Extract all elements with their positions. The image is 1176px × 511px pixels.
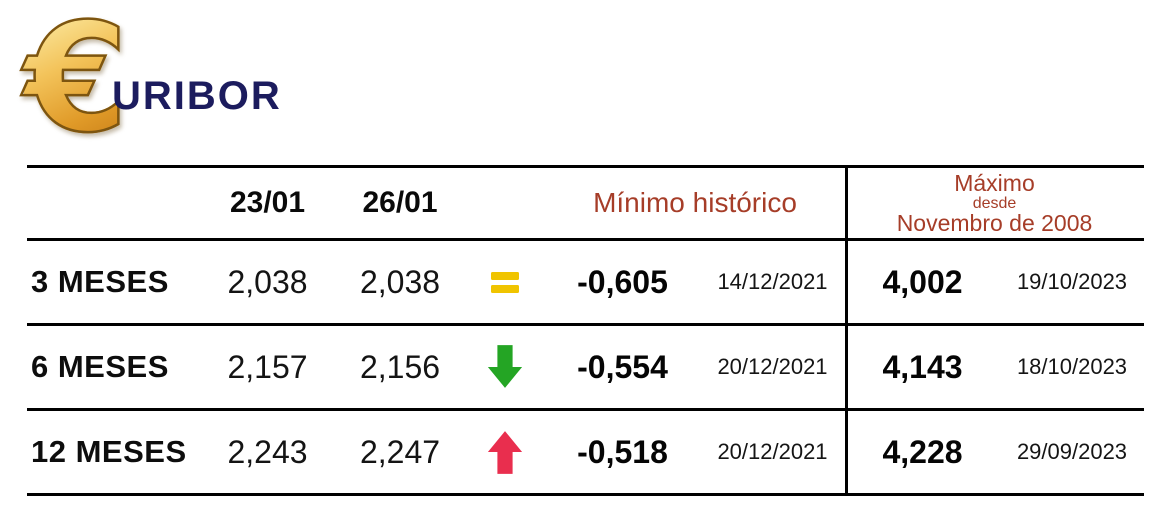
max-value: 4,002 <box>882 263 963 300</box>
rates-table: 23/01 26/01 Mínimo histórico Máximo desd… <box>27 165 1144 496</box>
trend-cell <box>465 269 545 295</box>
up-arrow-icon <box>487 431 523 474</box>
min-value: -0,605 <box>577 263 668 300</box>
rate-prev: 2,157 <box>227 348 308 385</box>
min-date: 20/12/2021 <box>717 354 828 379</box>
table-row-6-meses: 6 MESES 2,157 2,156 -0,554 20/12/2021 4,… <box>27 323 1144 408</box>
row-label: 6 MESES <box>31 349 169 384</box>
column-divider <box>845 168 848 493</box>
row-label: 3 MESES <box>31 264 169 299</box>
table-header-row: 23/01 26/01 Mínimo histórico Máximo desd… <box>27 168 1144 238</box>
brand-text: URIBOR <box>112 74 282 118</box>
rate-curr: 2,247 <box>359 433 441 470</box>
rate-curr: 2,156 <box>359 348 441 385</box>
max-value: 4,228 <box>882 433 963 470</box>
max-date: 18/10/2023 <box>1016 354 1128 379</box>
row-label: 12 MESES <box>31 434 187 469</box>
trend-cell <box>465 428 545 476</box>
down-arrow-icon <box>487 345 523 388</box>
euribor-logo: € URIBOR <box>0 0 420 165</box>
min-value: -0,518 <box>577 433 668 470</box>
euro-symbol-icon: € <box>23 0 130 166</box>
header-max-line1: Máximo <box>954 170 1035 197</box>
min-date: 14/12/2021 <box>717 269 828 294</box>
header-curr-date: 26/01 <box>362 186 438 219</box>
header-min-label: Mínimo histórico <box>593 187 797 218</box>
table-row-12-meses: 12 MESES 2,243 2,247 -0,518 20/12/2021 4… <box>27 408 1144 493</box>
header-max-label: Máximo desde Novembro de 2008 <box>845 170 1144 235</box>
max-date: 19/10/2023 <box>1016 269 1128 294</box>
header-max-line2: desde <box>972 194 1017 212</box>
rate-curr: 2,038 <box>359 263 441 300</box>
rate-prev: 2,038 <box>227 263 308 300</box>
max-date: 29/09/2023 <box>1016 439 1128 464</box>
table-row-3-meses: 3 MESES 2,038 2,038 -0,605 14/12/2021 4,… <box>27 238 1144 323</box>
min-date: 20/12/2021 <box>717 439 828 464</box>
rate-prev: 2,243 <box>227 433 308 470</box>
equal-trend-icon <box>491 272 519 293</box>
min-value: -0,554 <box>577 348 668 385</box>
trend-cell <box>465 343 545 391</box>
max-value: 4,143 <box>882 348 963 385</box>
header-prev-date: 23/01 <box>229 186 306 219</box>
header-max-line3: Novembro de 2008 <box>896 210 1093 237</box>
